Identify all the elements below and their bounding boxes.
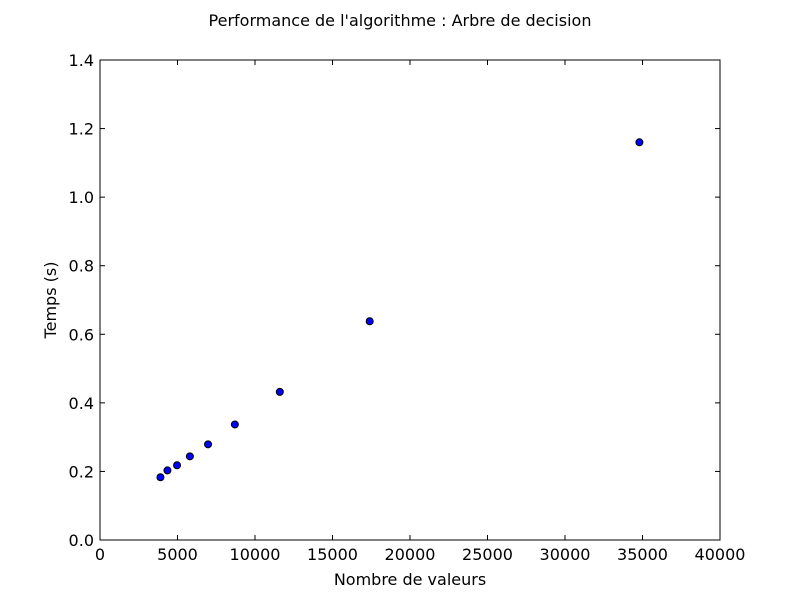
- data-point: [275, 387, 284, 396]
- y-tick-label: 0.0: [69, 531, 94, 550]
- y-axis-title: Temps (s): [41, 262, 60, 340]
- x-tick-label: 5000: [157, 545, 198, 564]
- y-tick-label: 1.0: [69, 188, 94, 207]
- x-tick-label: 15000: [307, 545, 358, 564]
- y-tick-label: 0.2: [69, 462, 94, 481]
- data-point: [635, 138, 644, 147]
- x-tick-label: 35000: [617, 545, 668, 564]
- plot-frame: [99, 59, 721, 541]
- data-point: [365, 317, 374, 326]
- y-tick-label: 1.4: [69, 51, 94, 70]
- x-tick-label: 25000: [462, 545, 513, 564]
- x-tick-label: 0: [95, 545, 105, 564]
- y-tick-label: 0.6: [69, 325, 94, 344]
- plot-area: [100, 60, 720, 540]
- chart-title: Performance de l'algorithme : Arbre de d…: [209, 11, 592, 30]
- x-tick-label: 40000: [695, 545, 746, 564]
- y-tick-label: 1.2: [69, 120, 94, 139]
- y-tick-label: 0.4: [69, 394, 94, 413]
- data-points: [156, 138, 644, 482]
- x-tick-label: 20000: [385, 545, 436, 564]
- data-point: [163, 466, 172, 475]
- y-tick-label: 0.8: [69, 257, 94, 276]
- x-axis-title: Nombre de valeurs: [334, 570, 486, 589]
- data-point: [230, 420, 239, 429]
- axis-ticks: 0 5000 10000 15000 20000 25000 30000 35000 40000…: [69, 51, 746, 564]
- data-point: [173, 461, 182, 470]
- data-point: [204, 440, 213, 449]
- x-tick-label: 30000: [540, 545, 591, 564]
- data-point: [156, 473, 165, 482]
- data-point: [185, 452, 194, 461]
- x-tick-label: 10000: [230, 545, 281, 564]
